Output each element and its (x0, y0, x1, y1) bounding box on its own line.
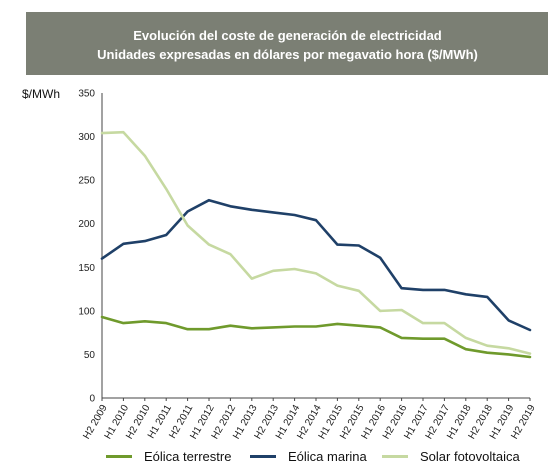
series-line-eolica-marina (100, 198, 532, 332)
y-tick-labels: 0 50 100 150 200 250 300 350 (78, 89, 95, 405)
series-line-eolica-terrestre (100, 315, 532, 359)
chart-legend: Eólica terrestre Eólica marina Solar fot… (0, 449, 548, 471)
legend-item-eolica-marina: Eólica marina (250, 449, 367, 464)
y-tick-label: 50 (84, 350, 96, 361)
legend-label-eolica-terrestre: Eólica terrestre (144, 449, 232, 464)
chart-title: Evolución del coste de generación de ele… (133, 28, 442, 43)
legend-swatch-eolica-marina (250, 455, 276, 458)
chart-axes (101, 93, 530, 399)
series-lines (100, 130, 532, 359)
legend-swatch-eolica-terrestre (106, 455, 132, 458)
y-tick-label: 200 (78, 219, 95, 230)
legend-item-solar-fotovoltaica: Solar fotovoltaica (382, 449, 520, 464)
y-tick-label: 300 (78, 132, 95, 143)
chart-title-banner: Evolución del coste de generación de ele… (26, 12, 548, 75)
y-tick-label: 150 (78, 263, 95, 274)
y-tick-label: 0 (89, 394, 95, 405)
y-axis-unit-label: $/MWh (22, 87, 60, 101)
y-tick-label: 350 (78, 89, 95, 100)
series-line-solar-fotovoltaica (100, 130, 532, 355)
legend-label-eolica-marina: Eólica marina (288, 449, 367, 464)
y-tick-label: 100 (78, 306, 95, 317)
chart-subtitle: Unidades expresadas en dólares por megav… (97, 47, 478, 62)
legend-swatch-solar-fotovoltaica (382, 455, 408, 458)
legend-label-solar-fotovoltaica: Solar fotovoltaica (420, 449, 520, 464)
legend-item-eolica-terrestre: Eólica terrestre (106, 449, 231, 464)
y-tick-label: 250 (78, 176, 95, 187)
